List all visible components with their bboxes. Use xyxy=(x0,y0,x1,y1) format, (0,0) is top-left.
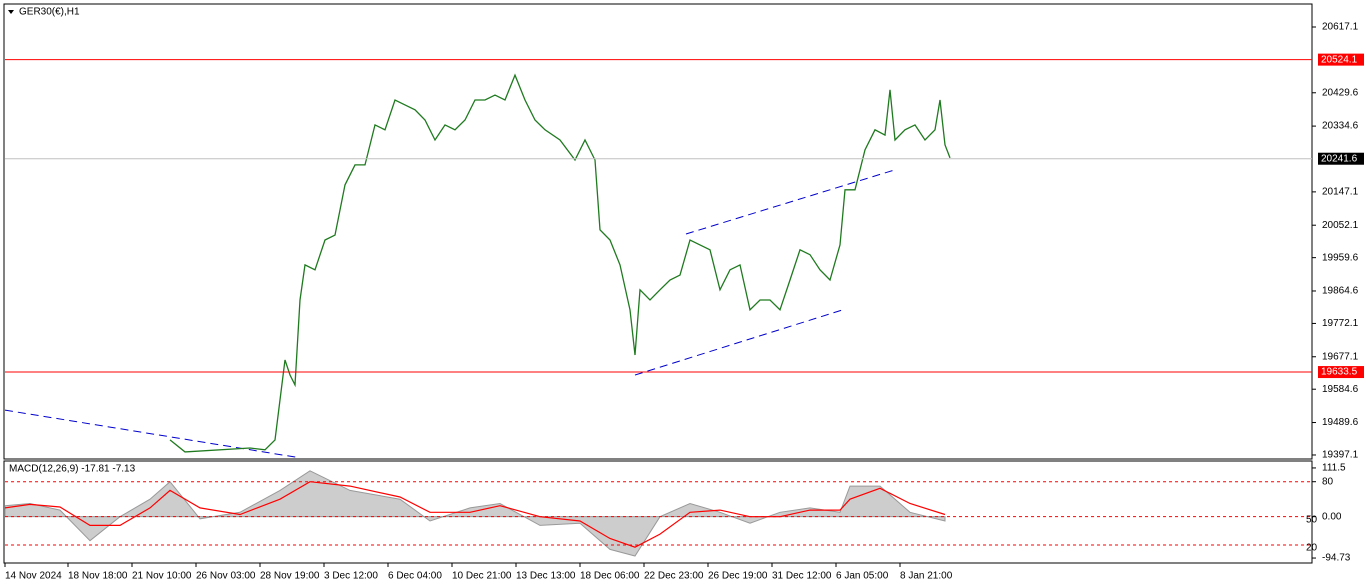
x-tick-label: 14 Nov 2024 xyxy=(5,571,62,582)
y-tick-label: 19959.6 xyxy=(1322,252,1359,263)
macd-frame xyxy=(3,460,1313,564)
y-tick-label: 19677.1 xyxy=(1322,351,1359,362)
y-tick-label: 0.00 xyxy=(1322,511,1342,522)
y-tick-label: 20429.6 xyxy=(1322,87,1359,98)
level-label: 50 xyxy=(1306,514,1318,525)
chart-title: GER30(€),H1 xyxy=(19,7,80,18)
macd-histogram xyxy=(5,470,946,557)
y-tick-label: 19584.6 xyxy=(1322,384,1359,395)
x-tick-label: 3 Dec 12:00 xyxy=(324,571,378,582)
y-tick-label: 20334.6 xyxy=(1322,121,1359,132)
x-tick-label: 21 Nov 10:00 xyxy=(132,571,192,582)
main-frame xyxy=(3,3,1313,460)
menu-arrow[interactable] xyxy=(8,10,14,14)
x-tick-label: 8 Jan 21:00 xyxy=(900,571,953,582)
trend-line xyxy=(634,309,844,376)
x-tick-label: 6 Jan 05:00 xyxy=(836,571,889,582)
x-tick-label: 26 Nov 03:00 xyxy=(196,571,256,582)
y-tick-label: 20617.1 xyxy=(1322,22,1359,33)
x-tick-label: 28 Nov 19:00 xyxy=(260,571,320,582)
macd-title: MACD(12,26,9) -17.81 -7.13 xyxy=(9,464,136,475)
trend-line xyxy=(5,409,301,458)
x-tick-label: 18 Dec 06:00 xyxy=(580,571,640,582)
y-tick-label: 19772.1 xyxy=(1322,318,1359,329)
y-tick-label: 20147.1 xyxy=(1322,187,1359,198)
price-tag-label: 20241.6 xyxy=(1321,153,1358,164)
price-tag xyxy=(1318,53,1364,66)
trend-line xyxy=(685,169,896,235)
price-line xyxy=(169,73,951,453)
signal-line xyxy=(5,481,946,548)
x-tick-label: 26 Dec 19:00 xyxy=(708,571,768,582)
x-tick-label: 22 Dec 23:00 xyxy=(644,571,704,582)
y-tick-label: -94.73 xyxy=(1322,553,1351,564)
y-tick-label: 19397.1 xyxy=(1322,450,1359,461)
price-tag xyxy=(1318,366,1364,379)
panel xyxy=(5,470,946,557)
x-tick-label: 18 Nov 18:00 xyxy=(68,571,128,582)
y-tick-label: 80 xyxy=(1322,476,1334,487)
panel xyxy=(5,73,951,458)
price-tag-label: 20524.1 xyxy=(1321,54,1358,65)
y-tick-label: 19864.6 xyxy=(1322,286,1359,297)
price-tag-label: 19633.5 xyxy=(1321,367,1358,378)
price-tag xyxy=(1318,152,1364,165)
y-tick-label: 19489.6 xyxy=(1322,417,1359,428)
x-tick-label: 10 Dec 21:00 xyxy=(452,571,512,582)
level-label: 20 xyxy=(1306,543,1318,554)
x-tick-label: 31 Dec 12:00 xyxy=(772,571,832,582)
y-tick-label: 111.5 xyxy=(1322,463,1346,474)
x-tick-label: 13 Dec 13:00 xyxy=(516,571,576,582)
x-tick-label: 6 Dec 04:00 xyxy=(388,571,442,582)
y-tick-label: 20052.1 xyxy=(1322,220,1359,231)
